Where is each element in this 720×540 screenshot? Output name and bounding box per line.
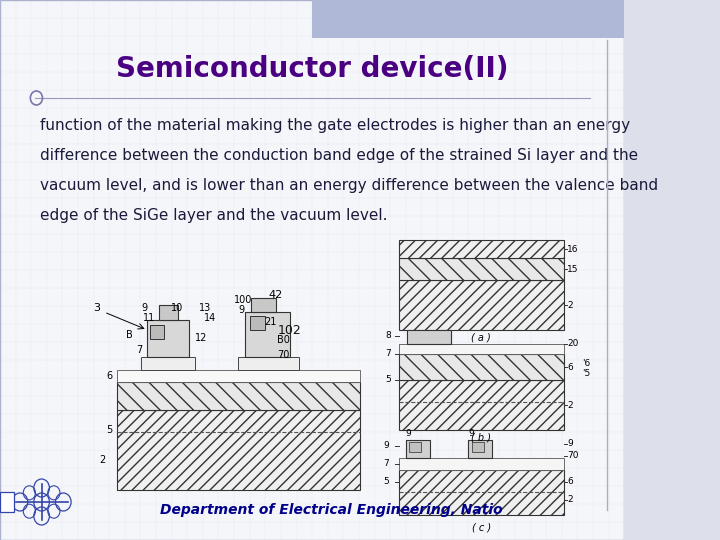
Text: function of the material making the gate electrodes is higher than an energy: function of the material making the gate… bbox=[40, 118, 630, 133]
Text: 6: 6 bbox=[567, 362, 572, 372]
Bar bbox=[141, 357, 195, 370]
Bar bbox=[399, 380, 564, 430]
Bar bbox=[399, 354, 564, 380]
Text: 6: 6 bbox=[107, 371, 113, 381]
Text: 9: 9 bbox=[383, 442, 389, 450]
Text: 102: 102 bbox=[277, 323, 301, 336]
Text: ( a ): ( a ) bbox=[472, 332, 491, 342]
Text: 70: 70 bbox=[277, 350, 290, 360]
Text: vacuum level, and is lower than an energy difference between the valence band: vacuum level, and is lower than an energ… bbox=[40, 178, 658, 193]
Text: 9: 9 bbox=[238, 305, 245, 315]
Text: 6: 6 bbox=[567, 477, 572, 487]
Text: 9: 9 bbox=[406, 429, 412, 438]
Text: 11: 11 bbox=[143, 313, 156, 323]
Bar bbox=[250, 316, 265, 330]
Text: 15: 15 bbox=[567, 265, 578, 273]
Text: 7: 7 bbox=[385, 349, 391, 359]
Text: 9: 9 bbox=[141, 303, 148, 313]
Text: 14: 14 bbox=[204, 313, 216, 323]
Bar bbox=[399, 344, 564, 354]
Text: 5: 5 bbox=[385, 375, 391, 384]
Text: 5: 5 bbox=[383, 477, 389, 487]
Text: ( b ): ( b ) bbox=[471, 432, 491, 442]
Text: 2: 2 bbox=[99, 455, 106, 465]
Bar bbox=[472, 442, 484, 452]
Text: 8: 8 bbox=[385, 332, 391, 341]
Bar bbox=[399, 458, 564, 470]
Bar bbox=[408, 330, 451, 344]
Text: 12: 12 bbox=[195, 333, 207, 343]
Bar bbox=[312, 0, 624, 38]
Text: 42: 42 bbox=[269, 290, 283, 300]
Text: '6: '6 bbox=[582, 359, 591, 368]
Bar bbox=[117, 410, 360, 490]
Bar bbox=[468, 440, 492, 458]
Text: ( c ): ( c ) bbox=[472, 522, 491, 532]
Bar bbox=[117, 382, 360, 410]
Text: 20: 20 bbox=[567, 340, 578, 348]
Text: '5: '5 bbox=[582, 369, 591, 379]
Text: 16: 16 bbox=[567, 245, 578, 253]
Text: 100: 100 bbox=[234, 295, 253, 305]
Text: B0: B0 bbox=[277, 335, 290, 345]
Bar bbox=[148, 320, 189, 357]
Text: B: B bbox=[126, 330, 132, 340]
Bar bbox=[399, 258, 564, 280]
Text: edge of the SiGe layer and the vacuum level.: edge of the SiGe layer and the vacuum le… bbox=[40, 208, 387, 223]
Bar bbox=[399, 470, 564, 515]
Text: 70: 70 bbox=[567, 451, 578, 461]
Bar bbox=[399, 240, 564, 258]
Bar bbox=[409, 442, 421, 452]
Bar bbox=[150, 325, 164, 339]
Text: 13: 13 bbox=[199, 303, 212, 313]
Text: difference between the conduction band edge of the strained Si layer and the: difference between the conduction band e… bbox=[40, 148, 638, 163]
Bar bbox=[406, 440, 430, 458]
Bar bbox=[251, 298, 276, 312]
Bar bbox=[246, 312, 290, 357]
Bar bbox=[399, 280, 564, 330]
Text: 9: 9 bbox=[468, 429, 474, 438]
Text: 7: 7 bbox=[136, 345, 143, 355]
Text: 2: 2 bbox=[567, 496, 572, 504]
Bar bbox=[117, 370, 360, 382]
Text: 5: 5 bbox=[107, 425, 113, 435]
Text: 10: 10 bbox=[171, 303, 183, 313]
Text: 2: 2 bbox=[567, 300, 572, 309]
Text: 21: 21 bbox=[264, 317, 276, 327]
Text: Department of Electrical Engineering, Natio: Department of Electrical Engineering, Na… bbox=[161, 503, 503, 517]
Bar bbox=[158, 305, 178, 320]
Text: 3: 3 bbox=[93, 303, 100, 313]
Text: 2: 2 bbox=[567, 401, 572, 409]
Bar bbox=[0, 492, 14, 512]
Text: Semiconductor device(II): Semiconductor device(II) bbox=[116, 55, 508, 83]
Text: 9: 9 bbox=[567, 440, 572, 449]
Bar bbox=[238, 357, 299, 370]
Text: 7: 7 bbox=[383, 460, 389, 469]
